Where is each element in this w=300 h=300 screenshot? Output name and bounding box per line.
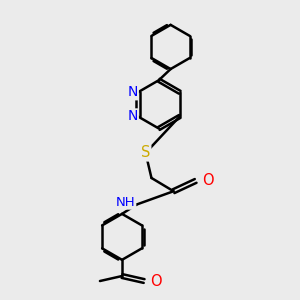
- Text: N: N: [128, 110, 138, 123]
- Text: O: O: [202, 173, 214, 188]
- Text: N: N: [128, 85, 138, 99]
- Text: O: O: [151, 274, 162, 289]
- Text: S: S: [141, 146, 150, 160]
- Text: NH: NH: [116, 196, 135, 208]
